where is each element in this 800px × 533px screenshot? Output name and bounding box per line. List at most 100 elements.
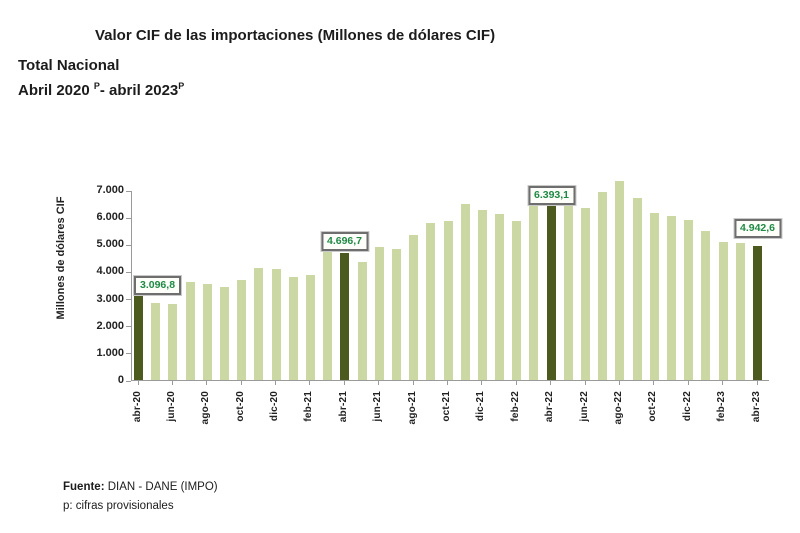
- x-tick-mark: [240, 381, 242, 385]
- y-tick-label: 3.000: [96, 292, 124, 305]
- x-tick-label-abr-23: abr-23: [750, 391, 762, 423]
- x-tick-label-ago-20: ago-20: [200, 391, 212, 425]
- bar-may-20: [151, 303, 160, 380]
- x-tick-mark: [584, 381, 586, 385]
- y-tick-mark: [126, 217, 131, 219]
- x-tick-label-dic-22: dic-22: [681, 391, 693, 422]
- y-tick-label: 6.000: [96, 211, 124, 224]
- bar-nov-22: [667, 216, 676, 380]
- x-tick-mark: [137, 381, 139, 385]
- x-tick-mark: [171, 381, 173, 385]
- x-tick-label-dic-21: dic-21: [475, 391, 487, 422]
- value-label-abr-20: 3.096,8: [132, 275, 183, 296]
- bar-abr-22: [547, 206, 556, 380]
- bar-feb-21: [306, 275, 315, 380]
- x-tick-mark: [550, 381, 552, 385]
- y-tick-label: 4.000: [96, 265, 124, 278]
- bar-sep-22: [633, 198, 642, 380]
- provisional-sup: P: [178, 81, 185, 91]
- bar-mar-21: [323, 251, 332, 380]
- plot-area: 3.096,8 4.696,7 6.393,1 4.942,6: [131, 181, 783, 381]
- bar-mar-23: [736, 243, 745, 380]
- y-tick-mark: [126, 190, 131, 192]
- x-tick-mark: [722, 381, 724, 385]
- x-tick-label-oct-20: oct-20: [234, 391, 246, 422]
- x-tick-mark: [756, 381, 758, 385]
- x-tick-mark: [275, 381, 277, 385]
- provisional-sup: P: [93, 81, 100, 91]
- bar-ago-22: [615, 181, 624, 380]
- bar-nov-21: [461, 204, 470, 380]
- bar-jul-20: [186, 282, 195, 380]
- y-tick-mark: [126, 380, 131, 382]
- x-tick-mark: [447, 381, 448, 385]
- x-tick-label-feb-23: feb-23: [716, 391, 728, 422]
- bar-abr-21: [340, 253, 349, 380]
- source-label: Fuente:: [63, 481, 105, 493]
- bar-nov-20: [254, 268, 263, 380]
- x-tick-mark: [481, 381, 483, 385]
- x-tick-mark: [618, 381, 620, 385]
- x-tick-label-feb-22: feb-22: [509, 391, 521, 422]
- bar-oct-21: [444, 221, 453, 380]
- bar-ene-21: [289, 277, 298, 380]
- y-tick-label: 5.000: [96, 238, 124, 251]
- period-start: Abril 2020: [18, 82, 94, 99]
- x-tick-label-feb-21: feb-21: [303, 391, 315, 422]
- value-label-abr-22: 6.393,1: [526, 185, 577, 206]
- y-tick-label: 1.000: [96, 346, 124, 359]
- x-tick-label-jun-20: jun-20: [165, 391, 177, 422]
- y-tick-mark: [126, 353, 131, 355]
- chart-title: Valor CIF de las importaciones (Millones…: [95, 27, 496, 44]
- x-tick-label-oct-21: oct-21: [441, 391, 452, 422]
- bar-feb-23: [719, 242, 728, 380]
- chart-subtitle: Total Nacional: [18, 57, 120, 74]
- bar-mar-22: [529, 200, 538, 380]
- provisional-note: p: cifras provisionales: [63, 500, 174, 512]
- y-tick-label: 2.000: [96, 319, 124, 332]
- bar-feb-22: [512, 221, 521, 380]
- x-tick-label-abr-21: abr-21: [337, 391, 349, 423]
- x-tick-label-ago-22: ago-22: [612, 391, 624, 425]
- bar-jul-22: [598, 192, 607, 380]
- bar-jun-21: [375, 247, 384, 380]
- value-label-abr-21: 4.696,7: [319, 231, 370, 252]
- y-tick-mark: [126, 299, 131, 301]
- bar-dic-22: [684, 220, 693, 380]
- y-tick-label: 0: [117, 374, 124, 386]
- bar-sep-21: [426, 223, 435, 380]
- bar-sep-20: [220, 287, 229, 380]
- y-tick-label: 7.000: [96, 184, 124, 196]
- x-tick-label-abr-20: abr-20: [131, 391, 143, 423]
- x-tick-mark: [687, 381, 689, 385]
- period-end: - abril 2023: [99, 82, 179, 99]
- y-axis-title: Millones de dólares CIF: [55, 196, 67, 320]
- value-label-abr-23: 4.942,6: [732, 218, 783, 239]
- y-tick-mark: [126, 326, 131, 328]
- x-tick-mark: [653, 381, 655, 385]
- bar-abr-20: [134, 296, 143, 380]
- chart-period: Abril 2020 P- abril 2023P: [18, 81, 184, 99]
- x-tick-label-dic-20: dic-20: [269, 391, 281, 422]
- x-tick-mark: [378, 381, 380, 385]
- bar-jul-21: [392, 249, 401, 380]
- bar-ene-23: [701, 231, 710, 380]
- x-tick-mark: [515, 381, 517, 385]
- x-tick-label-abr-22: abr-22: [544, 391, 556, 423]
- bar-jun-22: [581, 208, 590, 380]
- bar-dic-20: [272, 269, 281, 380]
- y-tick-mark: [126, 244, 131, 246]
- x-tick-label-jun-21: jun-21: [372, 391, 384, 422]
- bar-ago-21: [409, 235, 418, 380]
- bar-oct-20: [237, 280, 246, 380]
- bar-ene-22: [495, 214, 504, 380]
- bar-oct-22: [650, 213, 659, 380]
- source-text: DIAN - DANE (IMPO): [104, 481, 218, 493]
- x-tick-mark: [412, 381, 414, 385]
- bar-jun-20: [168, 304, 177, 380]
- x-tick-label-jun-22: jun-22: [578, 391, 590, 422]
- y-tick-mark: [126, 271, 131, 273]
- bar-may-22: [564, 202, 573, 380]
- x-tick-mark: [206, 381, 208, 385]
